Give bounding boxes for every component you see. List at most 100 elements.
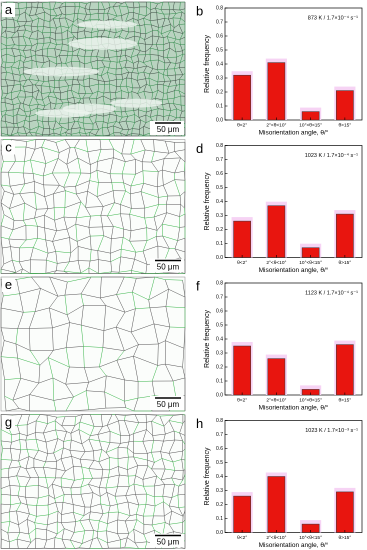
y-tick-label: 0.0 bbox=[216, 117, 223, 123]
y-tick-label: 0.0 bbox=[216, 255, 223, 261]
x-axis-label: Misorientation angle, θ/° bbox=[259, 129, 329, 137]
bar bbox=[267, 476, 286, 533]
panel-label: d bbox=[196, 141, 203, 156]
y-axis-label: Relative frequency bbox=[204, 172, 211, 230]
x-axis-label: Misorientation angle, θ/° bbox=[259, 541, 329, 549]
x-tick-label: 10°<θ<15° bbox=[299, 122, 322, 128]
y-tick-label: 0.5 bbox=[216, 460, 223, 466]
scale-bar-label: 50 μm bbox=[157, 263, 180, 272]
streak bbox=[23, 66, 100, 77]
y-axis-label: Relative frequency bbox=[204, 35, 211, 93]
x-axis-label: Misorientation angle, θ/° bbox=[259, 266, 329, 274]
streak bbox=[77, 20, 138, 29]
y-tick-label: 0.7 bbox=[216, 432, 223, 438]
panel-label-bg bbox=[2, 3, 15, 17]
subgrain-boundary bbox=[0, 276, 186, 412]
y-tick-label: 0.2 bbox=[216, 502, 223, 508]
micrograph-bg bbox=[0, 139, 186, 274]
y-tick-label: 0.3 bbox=[216, 213, 223, 219]
panel-label: g bbox=[5, 414, 12, 429]
x-tick-label: 2°<θ<10° bbox=[266, 260, 286, 266]
x-tick-label: θ<2° bbox=[237, 260, 247, 266]
y-tick-label: 0.3 bbox=[216, 488, 223, 494]
y-tick-label: 0.2 bbox=[216, 89, 223, 95]
chart: d 0.0 0.1 0.2 0.3 0.4 0.5 0.6 0.7 0.8 Relative fre… bbox=[196, 141, 363, 274]
chart: f 0.0 0.1 0.2 0.3 0.4 0.5 0.6 0.7 0.8 Relative fre… bbox=[196, 278, 363, 412]
y-tick-label: 0.8 bbox=[216, 280, 223, 286]
bar bbox=[267, 62, 286, 121]
bar bbox=[267, 205, 286, 258]
bar bbox=[336, 491, 354, 533]
y-tick-label: 0.2 bbox=[216, 364, 223, 370]
panel-label: a bbox=[5, 2, 13, 17]
x-axis-label: Misorientation angle, θ/° bbox=[259, 404, 329, 412]
panel-label: f bbox=[196, 278, 200, 293]
bar bbox=[233, 74, 251, 121]
y-tick-label: 0.0 bbox=[216, 392, 223, 398]
grain-boundary bbox=[0, 414, 186, 549]
bar bbox=[233, 220, 251, 258]
scale-bar-label: 50 μm bbox=[157, 125, 180, 134]
y-tick-label: 0.7 bbox=[216, 294, 223, 300]
y-tick-label: 0.4 bbox=[216, 474, 223, 480]
x-tick-label: 10°<θ<15° bbox=[299, 535, 322, 541]
micrograph: a 50 μm bbox=[0, 1, 186, 137]
x-tick-label: θ<2° bbox=[237, 122, 247, 128]
y-tick-label: 0.5 bbox=[216, 185, 223, 191]
x-tick-label: 2°<θ<10° bbox=[266, 535, 286, 541]
y-axis-label: Relative frequency bbox=[204, 310, 211, 368]
y-tick-label: 0.4 bbox=[216, 336, 223, 342]
x-tick-label: θ>15° bbox=[339, 260, 352, 266]
y-tick-label: 0.8 bbox=[216, 5, 223, 11]
y-tick-label: 0.1 bbox=[216, 516, 223, 522]
x-tick-label: θ<2° bbox=[237, 535, 247, 541]
x-tick-label: θ>15° bbox=[339, 535, 352, 541]
micrograph: e 50 μm bbox=[0, 276, 186, 412]
y-tick-label: 0.7 bbox=[216, 19, 223, 25]
y-tick-label: 0.0 bbox=[216, 530, 223, 536]
micrograph: c 50 μm bbox=[0, 139, 186, 274]
panel-label: h bbox=[196, 416, 203, 431]
x-tick-label: θ<2° bbox=[237, 397, 247, 403]
y-tick-label: 0.3 bbox=[216, 75, 223, 81]
y-tick-label: 0.4 bbox=[216, 199, 223, 205]
panel-label-bg bbox=[2, 415, 15, 430]
streak bbox=[110, 98, 163, 108]
y-tick-label: 0.7 bbox=[216, 157, 223, 163]
chart: h 0.0 0.1 0.2 0.3 0.4 0.5 0.6 0.7 0.8 Relative fre… bbox=[196, 416, 363, 549]
annotation: 1023 K / 1.7×10⁻³ s⁻¹ bbox=[305, 428, 358, 434]
subgrain-boundary bbox=[0, 139, 186, 274]
scale-bar-label: 50 μm bbox=[157, 538, 180, 547]
x-tick-label: 10°<θ<15° bbox=[299, 397, 322, 403]
y-tick-label: 0.6 bbox=[216, 33, 223, 39]
annotation: 873 K / 1.7×10⁻⁴ s⁻¹ bbox=[308, 14, 358, 21]
bar bbox=[336, 90, 354, 121]
y-tick-label: 0.2 bbox=[216, 227, 223, 233]
annotation: 1123 K / 1.7×10⁻⁴ s⁻¹ bbox=[305, 289, 358, 296]
y-tick-label: 0.3 bbox=[216, 350, 223, 356]
streak bbox=[62, 103, 117, 114]
y-tick-label: 0.5 bbox=[216, 47, 223, 53]
scale-bar-bg bbox=[150, 533, 184, 548]
bar bbox=[336, 213, 354, 258]
y-axis-label: Relative frequency bbox=[204, 447, 211, 505]
micrograph: g 50 μm bbox=[0, 414, 186, 549]
annotation: 1023 K / 1.7×10⁻⁴ s⁻¹ bbox=[305, 152, 358, 159]
y-tick-label: 0.4 bbox=[216, 61, 223, 67]
chart: b 0.0 0.1 0.2 0.3 0.4 0.5 0.6 0.7 0.8 Relative fre… bbox=[196, 3, 363, 137]
panel-label: b bbox=[196, 3, 203, 18]
y-tick-label: 0.5 bbox=[216, 322, 223, 328]
scale-bar-label: 50 μm bbox=[157, 400, 180, 409]
panel-label: c bbox=[5, 139, 12, 154]
panel-label-bg bbox=[2, 140, 15, 155]
bar bbox=[267, 358, 286, 396]
y-tick-label: 0.6 bbox=[216, 446, 223, 452]
bar bbox=[336, 344, 354, 396]
y-tick-label: 0.8 bbox=[216, 143, 223, 149]
x-tick-label: 2°<θ<10° bbox=[266, 397, 286, 403]
bar bbox=[233, 495, 251, 533]
y-tick-label: 0.6 bbox=[216, 171, 223, 177]
x-tick-label: θ>15° bbox=[339, 122, 352, 128]
